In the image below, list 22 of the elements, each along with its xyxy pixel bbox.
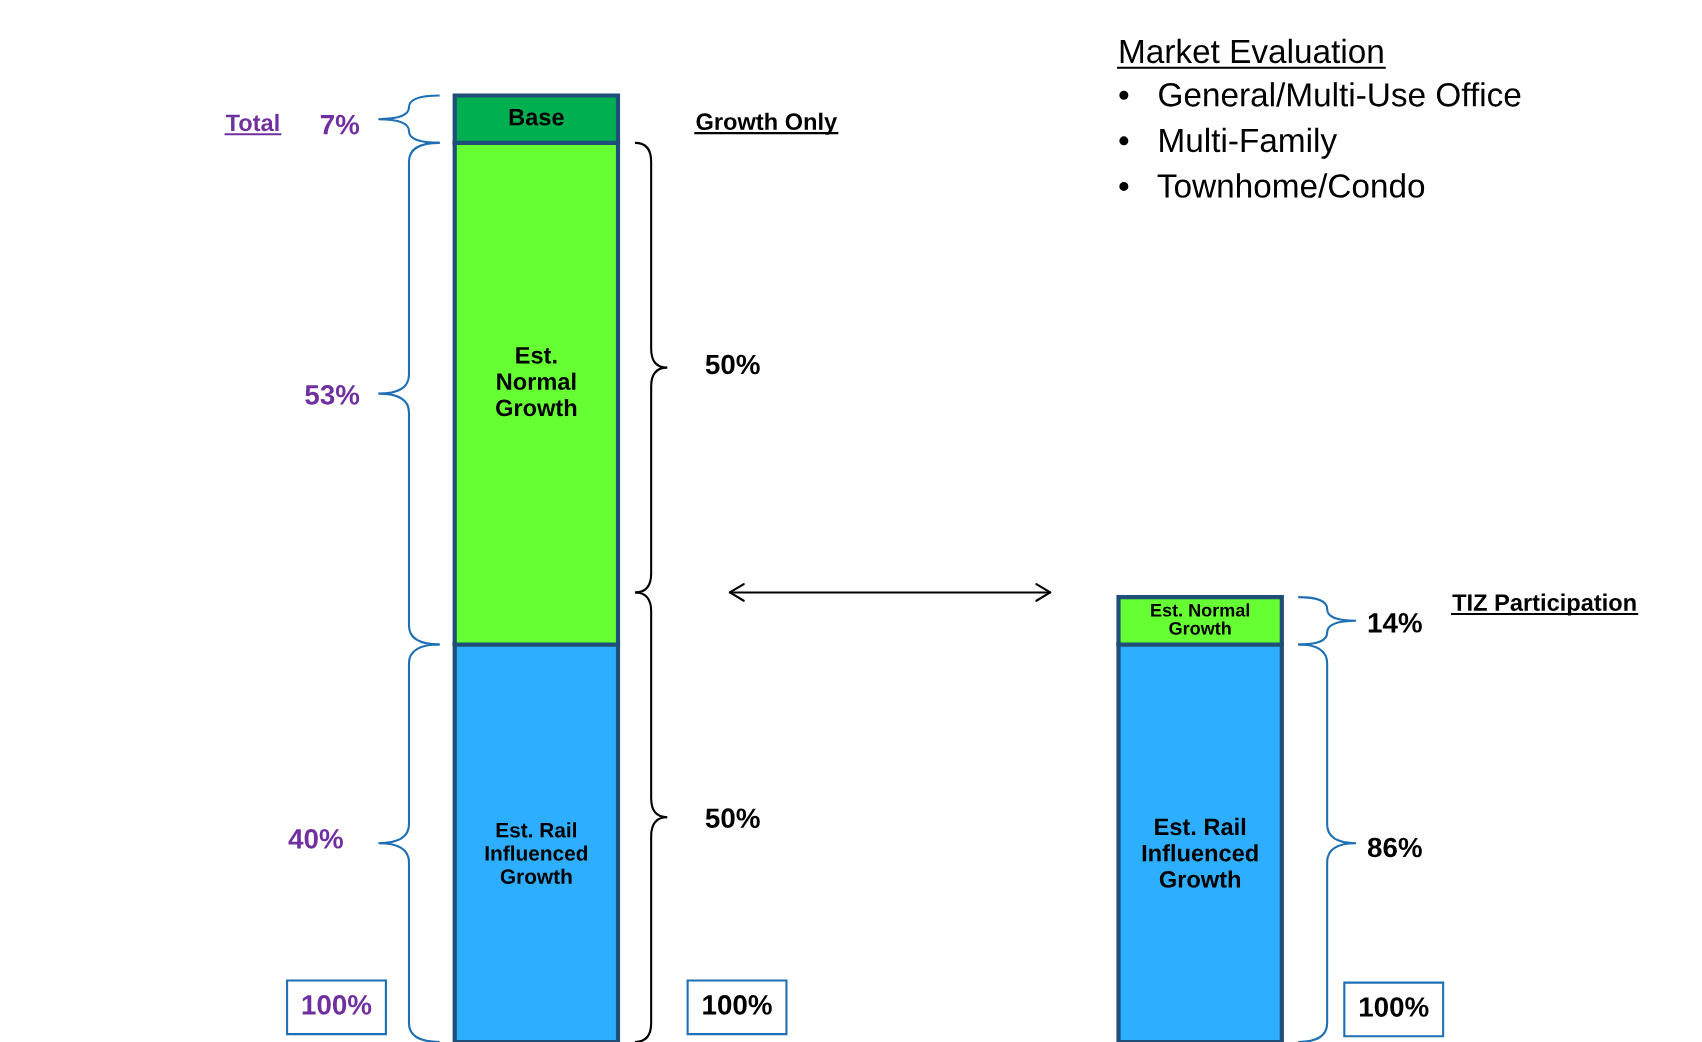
annotation: 40%: [288, 828, 343, 849]
annotation: • Townhome/Condo: [1119, 173, 1425, 198]
annotation: 50%: [705, 354, 760, 375]
annotation: 100%: [1359, 997, 1429, 1017]
annotation: 50%: [705, 808, 760, 829]
annotation: 53%: [305, 385, 360, 405]
annotation: 7%: [320, 114, 360, 135]
annotation: 100%: [703, 995, 772, 1015]
series-label: Est. Rail Influenced Growth: [1142, 817, 1258, 888]
annotation: Total: [225, 113, 279, 132]
series-label: Base: [509, 109, 564, 126]
annotation: TIZ Participation: [1452, 593, 1636, 616]
text: Est. Normal Growth: [496, 347, 577, 417]
annotation: • General/Multi-Use Office: [1119, 82, 1521, 107]
annotation: • Multi-Family: [1119, 127, 1338, 159]
annotation: 100%: [302, 995, 372, 1015]
text: Market Evaluation: [1120, 38, 1383, 64]
annotation: 86%: [1367, 837, 1422, 858]
annotation: Growth Only: [696, 112, 838, 135]
series-label: Est. Normal Growth: [1151, 603, 1250, 635]
text: Est. Rail Influenced Growth: [485, 822, 588, 884]
annotation: 14%: [1368, 613, 1422, 633]
